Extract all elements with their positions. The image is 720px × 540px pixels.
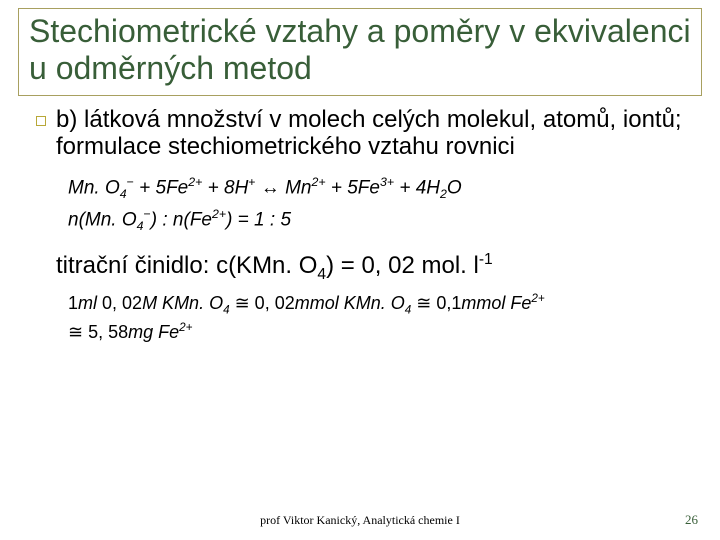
equation-block-1: Mn. O4− + 5Fe2+ + 8H+ ↔ Mn2+ + 5Fe3+ + 4… [18, 175, 702, 233]
equation-block-2: 1ml 0, 02M KMn. O4 ≅ 0, 02mmol KMn. O4 ≅… [18, 290, 702, 346]
slide-title: Stechiometrické vztahy a poměry v ekviva… [29, 13, 691, 87]
equation-2: n(Mn. O4−) : n(Fe2+) = 1 : 5 [68, 207, 702, 233]
titrant-line: titrační činidlo: c(KMn. O4) = 0, 02 mol… [18, 251, 702, 284]
equation-3-line2: ≅ 5, 58mg Fe2+ [68, 319, 702, 346]
equation-3-line1: 1ml 0, 02M KMn. O4 ≅ 0, 02mmol KMn. O4 ≅… [68, 290, 702, 319]
bullet-label: b) [56, 106, 77, 133]
bullet-square-icon [36, 116, 46, 126]
bullet-text: látková množství v molech celých molekul… [56, 106, 682, 161]
footer-text: prof Viktor Kanický, Analytická chemie I [0, 513, 720, 528]
page-number: 26 [685, 512, 698, 528]
equation-1: Mn. O4− + 5Fe2+ + 8H+ ↔ Mn2+ + 5Fe3+ + 4… [68, 175, 702, 201]
bullet-paragraph: b) látková množství v molech celých mole… [18, 106, 702, 161]
title-block: Stechiometrické vztahy a poměry v ekviva… [18, 8, 702, 96]
